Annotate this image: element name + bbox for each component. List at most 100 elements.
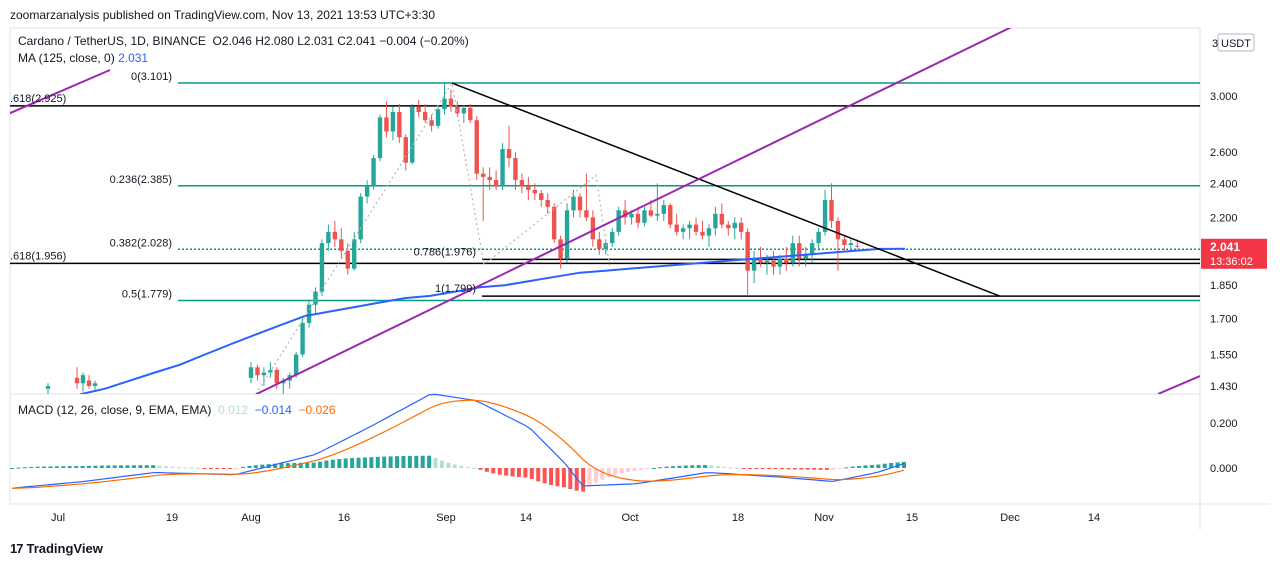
tradingview-brand[interactable]: 17 TradingView [10,541,103,556]
candle-body [590,217,596,240]
macd-histogram-bar [439,460,444,468]
macd-histogram-bar [709,465,714,468]
macd-histogram-bar [164,466,169,468]
macd-histogram-bar [670,466,675,468]
macd-histogram-bar [741,468,746,469]
candle-body [680,228,686,232]
macd-line-value: −0.014 [254,403,292,417]
candle-body [539,193,544,200]
candle-body [603,243,608,249]
macd-histogram-bar [593,468,598,483]
time-tick-label: 15 [906,512,918,524]
candle-body [345,250,350,269]
macd-histogram-bar [22,467,27,469]
candle-body [713,213,718,229]
candle-body [829,199,834,221]
price-tick-label: 2.400 [1210,178,1238,190]
macd-histogram-bar [362,457,367,468]
macd-histogram-bar [375,456,380,468]
macd-histogram-bar [356,457,361,468]
candle-body [448,98,454,107]
candle-body [358,196,363,240]
candle-body [435,109,441,126]
macd-histogram-bar [773,468,778,470]
macd-histogram-bar [452,464,457,468]
macd-histogram-bar [234,468,239,469]
macd-histogram-bar [285,463,290,468]
macd-histogram-bar [767,468,772,469]
macd-histogram-bar [298,462,303,468]
macd-histogram-bar [10,468,14,469]
macd-histogram-bar [632,468,637,472]
candle-body [274,369,279,384]
candle-body [719,213,725,225]
tradingview-brand-text: TradingView [26,541,103,556]
macd-histogram-bar [433,457,438,468]
price-tick-label: 3 [1212,38,1218,50]
macd-histogram-bar [16,467,21,469]
macd-histogram-bar [690,465,695,468]
candle-body [481,173,486,177]
macd-histogram-bar [388,456,393,468]
macd-histogram-bar [889,462,894,468]
macd-histogram-bar [112,465,117,468]
candle-body [693,224,699,232]
candle-body [610,231,615,244]
fib-label: 0.5(1.779) [122,289,172,301]
candle-body [655,213,660,216]
time-tick-label: 14 [1088,512,1100,524]
macd-histogram-bar [478,468,483,470]
macd-histogram-bar [311,462,316,468]
macd-histogram-bar [780,468,785,470]
macd-legend: MACD (12, 26, close, 9, EMA, EMA) 0.012 … [18,403,336,417]
candle-body [422,111,428,121]
macd-histogram-bar [125,465,130,468]
ma-label: MA (125, close, 0) [18,51,115,65]
macd-histogram-bar [735,467,740,469]
ascending-channel-line [255,28,1012,394]
candle-body [732,222,737,229]
candle-body [558,239,563,259]
macd-histogram-bar [696,465,701,468]
candle-body [506,149,512,159]
macd-histogram-bar [99,465,104,468]
ohlc-values: O2.046 H2.080 L2.031 C2.041 −0.004 (−0.2… [212,34,469,48]
macd-histogram-bar [581,468,586,492]
candle-body [268,369,273,373]
candle-body [493,180,499,187]
macd-histogram-bar [824,468,829,470]
macd-signal-value: −0.026 [298,403,336,417]
macd-histogram-bar [215,468,220,469]
candle-body [842,239,847,246]
candle-body [700,231,705,236]
macd-histogram-bar [523,468,528,478]
macd-histogram-bar [106,465,111,468]
macd-histogram-bar [369,457,374,468]
macd-histogram-bar [837,468,842,469]
candle-body [416,106,421,112]
macd-histogram-bar [645,468,650,469]
candle-body [790,243,795,263]
macd-histogram-bar [529,468,534,479]
macd-histogram-bar [80,466,85,468]
macd-histogram-bar [863,465,868,468]
candle-body [86,380,92,386]
macd-histogram-bar [247,465,252,468]
candle-body [635,213,641,223]
macd-histogram-bar [613,468,618,476]
macd-histogram-bar [587,468,592,487]
macd-histogram-bar [677,465,682,468]
macd-histogram-bar [658,467,663,469]
candle-body [526,186,531,190]
candle-body [403,137,408,163]
candle-body [332,231,338,240]
ma-value: 2.031 [118,51,149,65]
macd-histogram-bar [382,456,387,468]
candle-body [377,117,383,159]
macd-histogram-bar [747,468,752,469]
macd-histogram-bar [516,468,521,478]
macd-histogram-bar [786,468,791,470]
candle-body [519,180,525,187]
macd-histogram-bar [561,468,566,488]
